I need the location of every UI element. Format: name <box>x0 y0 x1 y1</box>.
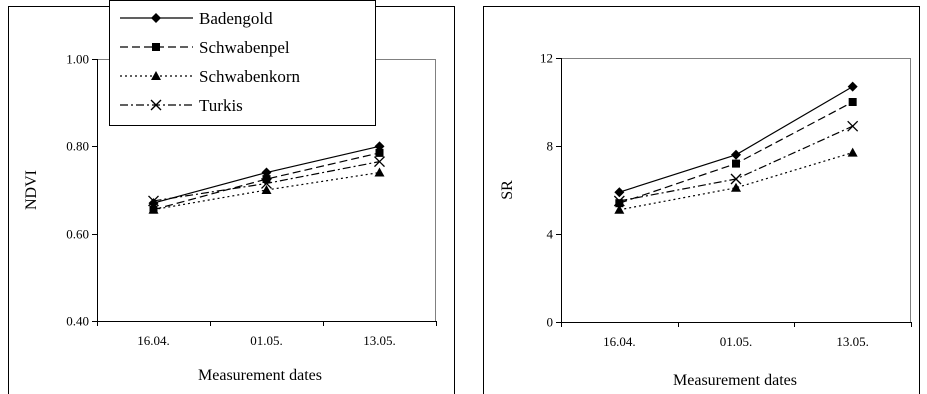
left-data-point <box>261 185 272 194</box>
left-y-tick-label: 0.60 <box>66 227 89 242</box>
left-y-tick-label: 1.00 <box>66 52 89 67</box>
right-y-tick-label: 8 <box>547 139 554 154</box>
right-y-axis-title: SR <box>499 180 516 200</box>
legend-item: Badengold <box>120 9 273 28</box>
right-data-point <box>848 98 857 106</box>
legend-label: Badengold <box>199 9 273 28</box>
right-data-point <box>847 147 858 157</box>
right-panel-frame <box>483 6 920 394</box>
left-y-tick-label: 0.40 <box>66 314 89 329</box>
legend-item: Turkis <box>120 96 243 115</box>
legend: Badengold Schwabenpel Schwabenkorn Turkis <box>109 0 376 126</box>
right-data-point <box>730 173 742 185</box>
right-data-point <box>731 149 741 160</box>
right-data-point <box>613 195 625 207</box>
right-series-2 <box>615 98 857 208</box>
right-x-axis-title: Measurement dates <box>673 372 797 389</box>
left-series-3 <box>148 167 385 214</box>
right-series-3 <box>614 147 858 214</box>
right-y-tick-label: 4 <box>547 227 554 242</box>
left-data-point <box>261 167 272 178</box>
left-data-point <box>261 177 272 189</box>
legend-marker <box>152 43 160 51</box>
right-series-line <box>619 86 853 193</box>
right-y-tick-label: 12 <box>540 51 553 66</box>
left-x-tick-label: 01.05. <box>250 333 283 348</box>
right-data-point <box>614 187 625 198</box>
left-x-tick-label: 16.04. <box>137 333 170 348</box>
right-series-4 <box>613 120 859 207</box>
left-series-1 <box>148 141 385 209</box>
right-data-point <box>731 182 741 192</box>
left-data-point <box>374 156 385 168</box>
left-x-axis-title: Measurement dates <box>198 367 322 384</box>
left-data-point <box>148 204 159 214</box>
legend-item: Schwabenkorn <box>120 67 301 86</box>
left-series-line <box>153 171 380 211</box>
legend-marker <box>150 99 162 111</box>
right-data-point <box>847 120 859 132</box>
right-data-point <box>614 204 625 214</box>
legend-marker <box>151 71 161 80</box>
left-data-point <box>148 195 159 207</box>
left-series-line <box>153 152 380 211</box>
left-y-tick-label: 0.80 <box>66 139 89 154</box>
left-y-axis-title: NDVI <box>23 170 40 210</box>
left-data-point <box>375 148 384 157</box>
right-x-tick-label: 16.04. <box>603 334 636 349</box>
left-data-point <box>374 141 385 152</box>
left-series-4 <box>148 156 385 207</box>
left-data-point <box>262 175 271 184</box>
right-x-tick-label: 01.05. <box>720 334 753 349</box>
left-data-point <box>374 167 385 177</box>
legend-marker <box>151 13 161 23</box>
legend-label: Schwabenkorn <box>199 67 301 86</box>
right-y-tick-label: 0 <box>547 315 554 330</box>
right-series-1 <box>614 81 858 198</box>
right-data-point <box>615 199 624 208</box>
left-x-tick-label: 13.05. <box>363 333 396 348</box>
right-data-point <box>847 81 858 92</box>
legend-label: Turkis <box>199 96 243 115</box>
right-x-tick-label: 13.05. <box>836 334 869 349</box>
legend-label: Schwabenpel <box>199 38 290 57</box>
right-data-point <box>732 159 740 168</box>
legend-item: Schwabenpel <box>120 38 290 57</box>
